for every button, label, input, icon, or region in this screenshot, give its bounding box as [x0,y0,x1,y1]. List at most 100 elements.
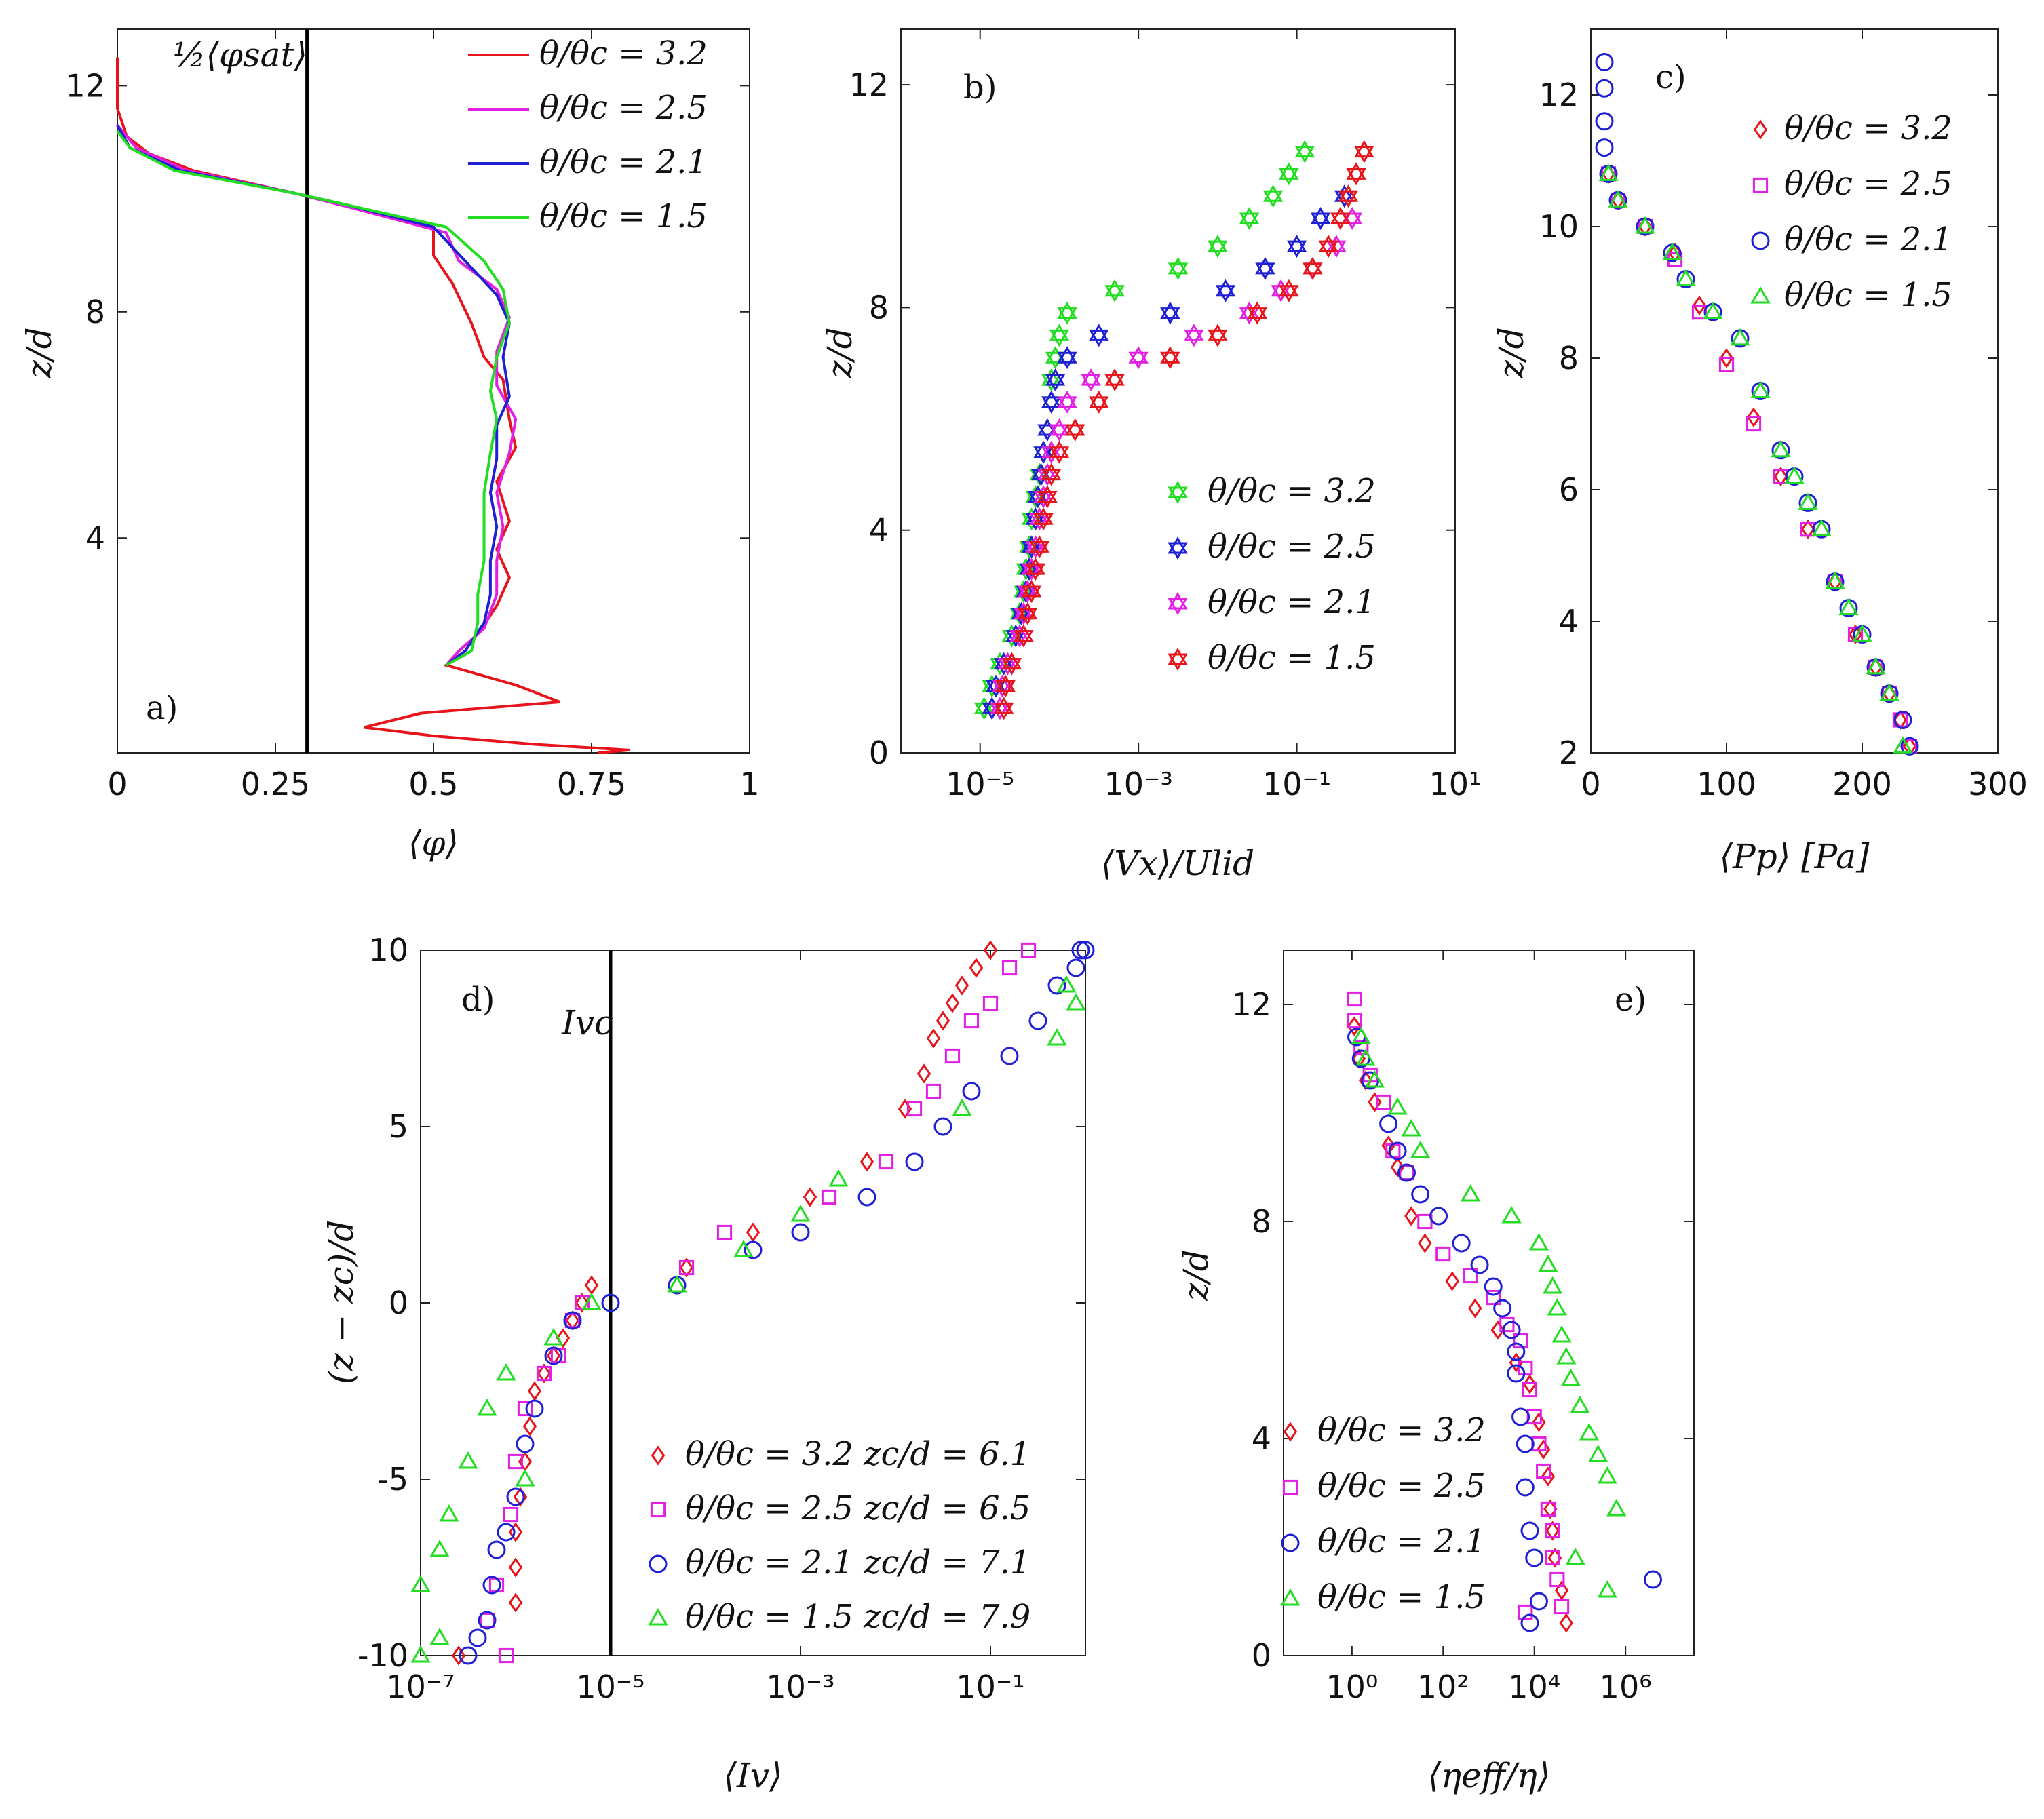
panel-c-point [1598,163,1619,181]
panel-b-xtick: 10⁻⁵ [946,766,1014,802]
panel-e-point [1518,1604,1533,1620]
panel-e-point [1397,1163,1416,1182]
panel-b-legend: θ/θc = 3.2 θ/θc = 2.5 θ/θc = 2.1 θ/θc = 1.5 [1168,472,1376,677]
panel-d-point [459,1646,478,1665]
panel-b-point [1208,324,1228,347]
panel-b-point [1262,184,1284,208]
panel-a-marks: 0 0.25 0.5 0.75 1 4 8 12 [65,29,760,802]
panel-b-point [1065,418,1085,442]
panel-b-point [1018,602,1038,625]
legend-entry: θ/θc = 1.5 [539,197,708,235]
panel-e-point [1547,1297,1567,1316]
panel-d-point [1028,1011,1047,1030]
panel-e-point [1597,1466,1617,1484]
panel-d-point [468,1628,487,1647]
panel-b: 10⁻⁵ 10⁻³ 10⁻¹ 10¹ 0 4 8 12 b) ⟨Vx⟩/Ulid z/d θ/… [820,28,1481,883]
panel-c-legend: θ/θc = 3.2 θ/θc = 2.5 θ/θc = 2.1 θ/θc = 1.5 [1750,109,1952,314]
panel-a: 0 0.25 0.5 0.75 1 4 8 12 a) ½⟨φsat⟩ ⟨φ⟩ z/d θ/θ… [20,28,760,863]
panel-d-point [860,1152,874,1172]
panel-b-marks: 10⁻⁵ 10⁻³ 10⁻¹ 10¹ 0 4 8 12 [849,29,1481,802]
panel-d-point [746,1222,760,1243]
panel-d-point [790,1204,811,1222]
panel-e-point [1401,1118,1421,1137]
panel-e-point [1445,1271,1459,1291]
panel-d-point [496,1363,516,1381]
panel-d-point [516,1434,535,1453]
panel-e-point [1540,1501,1556,1517]
panel-d-point [828,1169,849,1187]
panel-d-point [601,1293,620,1312]
legend-entry: θ/θc = 3.2 [1784,109,1952,147]
panel-e-ytick: 8 [1252,1203,1271,1240]
panel-c-point [1595,79,1614,98]
panel-d-point [439,1504,459,1522]
panel-b-point [1286,235,1307,258]
legend-marker [1168,536,1188,560]
panel-c-ytick: 8 [1559,340,1579,376]
panel-c-ytick: 10 [1539,208,1579,245]
panel-d-point [716,1224,733,1240]
panel-e-point [1579,1422,1599,1441]
panel-d-point [679,1257,694,1278]
panel-c-point [1692,295,1707,316]
legend-marker [1168,481,1188,504]
panel-d-point [821,1189,837,1205]
panel-e-point [1368,1092,1382,1112]
panel-b-point [1215,279,1236,302]
panel-d-point [1056,975,1077,993]
legend-marker [1752,177,1769,193]
panel-b-point [1049,324,1070,347]
panel-c-point [1879,683,1900,701]
panel-d-point [1000,1047,1019,1065]
panel-e-xlabel: ⟨ηeff/η⟩ [1428,1756,1551,1795]
panel-d-point [906,1101,923,1117]
panel-b-point [1354,140,1374,163]
panel-b-point [1025,558,1046,581]
panel-b-point [995,674,1016,698]
panel-c-point [1773,469,1789,484]
panel-c-point [1811,519,1832,536]
panel-d-point [458,1451,478,1469]
legend-marker [649,1554,668,1573]
panel-e-point [1520,1613,1539,1632]
panel-c-xtick: 100 [1697,766,1756,802]
panel-b-point [1029,535,1049,559]
panel-c-ytick: 12 [1539,77,1579,113]
panel-d-point [515,1468,535,1487]
panel-b-point [1014,624,1034,648]
panel-c-point [1825,571,1845,589]
panel-d-ytick: -5 [377,1461,408,1498]
panel-b-point [1303,256,1323,280]
panel-c-point [1595,53,1614,71]
panel-d-point [477,1398,497,1416]
panel-e-point [1399,1165,1414,1181]
legend-entry: θ/θc = 3.2 [539,35,708,73]
panel-b-point [1330,207,1351,231]
panel-d-point [1071,941,1090,960]
panel-e-point [1468,1298,1482,1318]
panel-d-point [878,1154,894,1170]
panel-e-point [1387,1097,1408,1115]
panel-d-point [525,1399,544,1418]
panel-b-point [1041,463,1062,486]
panel-c-point [1773,466,1788,487]
panel-b-point [1057,390,1077,414]
panel-d-xtick: 10⁻⁷ [386,1668,455,1705]
panel-c-point [1730,328,1750,346]
panel-b-ylabel: z/d [820,327,860,378]
panel-a-xtick: 1 [739,766,759,802]
panel-d-point [527,1381,542,1401]
panel-c-point [1900,737,1919,756]
panel-b-point [1033,507,1054,531]
panel-e-point [1551,1325,1572,1343]
panel-e-point [1484,1277,1503,1296]
panel-c-point [1838,598,1859,616]
legend-marker [651,1445,666,1466]
panel-d-xtick: 10⁻³ [766,1668,834,1705]
panel-e-point [1435,1246,1451,1262]
legend-entry: θ/θc = 2.1 zc/d = 7.1 [685,1544,1030,1582]
legend-entry: θ/θc = 1.5 [1208,639,1376,677]
panel-b-point [1041,390,1062,414]
legend-entry: θ/θc = 1.5 [1784,276,1952,314]
